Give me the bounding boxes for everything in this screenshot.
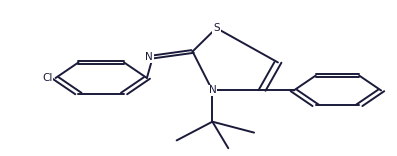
Text: N: N: [208, 85, 216, 95]
Text: N: N: [145, 52, 153, 62]
Text: Cl: Cl: [42, 73, 52, 83]
Text: S: S: [213, 23, 220, 33]
